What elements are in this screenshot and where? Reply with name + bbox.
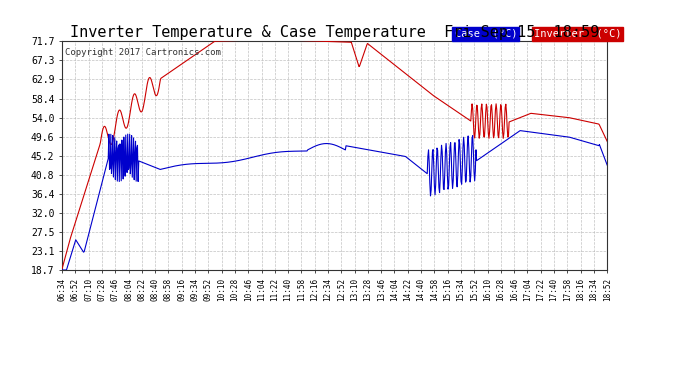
Title: Inverter Temperature & Case Temperature  Fri Sep 15  18:59: Inverter Temperature & Case Temperature … [70, 25, 600, 40]
Text: Case  (°C): Case (°C) [455, 29, 517, 39]
Text: Copyright 2017 Cartronics.com: Copyright 2017 Cartronics.com [65, 48, 221, 57]
Text: Inverter  (°C): Inverter (°C) [533, 29, 621, 39]
